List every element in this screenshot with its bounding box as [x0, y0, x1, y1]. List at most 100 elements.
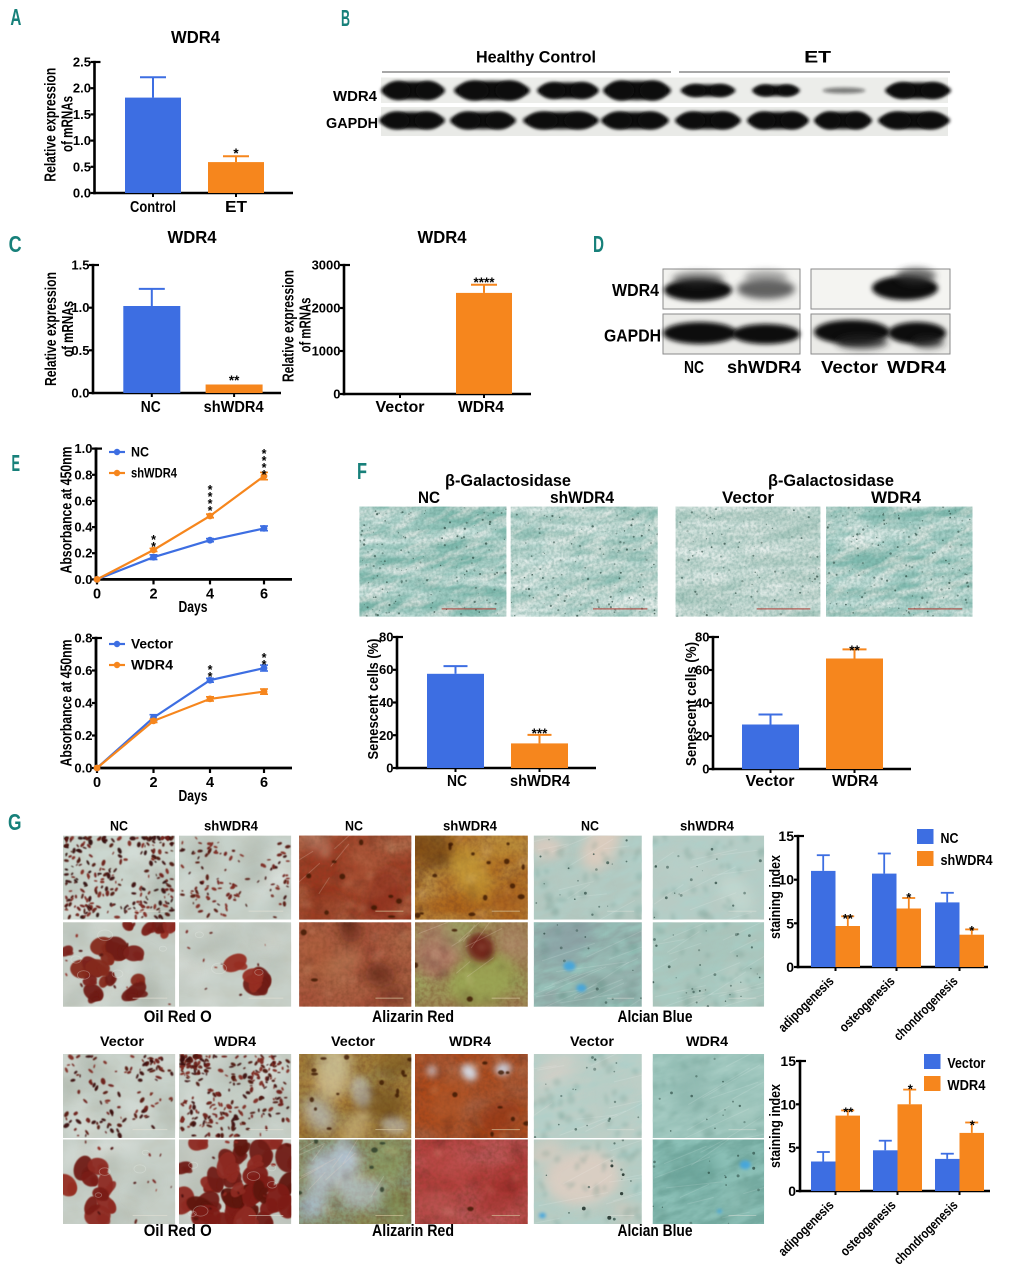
svg-text:WDR4: WDR4 [171, 27, 220, 47]
svg-text:Absorbance at 450nm: Absorbance at 450nm [59, 447, 76, 574]
svg-text:0.0: 0.0 [73, 186, 91, 201]
svg-text:0: 0 [333, 387, 340, 402]
svg-text:Relative expression: Relative expression [281, 270, 298, 382]
svg-text:*: * [208, 490, 213, 504]
svg-text:0: 0 [386, 761, 393, 776]
svg-text:0.0: 0.0 [74, 572, 92, 587]
svg-text:shWDR4: shWDR4 [727, 357, 801, 377]
svg-text:40: 40 [695, 696, 709, 711]
svg-text:80: 80 [695, 630, 709, 645]
svg-text:Days: Days [179, 788, 208, 805]
svg-text:staining index: staining index [768, 1084, 784, 1168]
svg-text:2.5: 2.5 [73, 55, 91, 70]
svg-text:**: ** [849, 643, 860, 658]
svg-text:Days: Days [179, 599, 208, 616]
svg-text:40: 40 [379, 695, 393, 710]
svg-text:NC: NC [110, 818, 128, 833]
svg-text:0.4: 0.4 [74, 696, 93, 711]
svg-text:WDR4: WDR4 [131, 658, 174, 673]
svg-text:*: * [262, 658, 267, 672]
svg-text:osteogenesis: osteogenesis [836, 974, 898, 1036]
svg-text:*: * [969, 923, 975, 938]
svg-text:G: G [8, 809, 22, 835]
svg-text:80: 80 [379, 630, 393, 645]
svg-text:shWDR4: shWDR4 [204, 399, 264, 416]
svg-text:0: 0 [93, 586, 101, 602]
svg-text:Alcian Blue: Alcian Blue [618, 1222, 693, 1240]
svg-text:shWDR4: shWDR4 [550, 489, 615, 507]
svg-text:60: 60 [379, 662, 393, 677]
svg-text:Vector: Vector [100, 1034, 145, 1049]
svg-text:GAPDH: GAPDH [326, 116, 378, 132]
svg-text:shWDR4: shWDR4 [510, 773, 570, 790]
svg-text:WDR4: WDR4 [333, 89, 377, 105]
svg-text:WDR4: WDR4 [612, 280, 659, 300]
svg-text:0.5: 0.5 [71, 343, 89, 358]
svg-text:WDR4: WDR4 [418, 227, 467, 247]
svg-text:15: 15 [780, 1053, 796, 1069]
svg-text:0.0: 0.0 [74, 761, 92, 776]
svg-text:adipogenesis: adipogenesis [775, 974, 837, 1036]
svg-text:60: 60 [695, 663, 709, 678]
svg-text:NC: NC [447, 773, 467, 790]
svg-text:staining index: staining index [768, 855, 784, 939]
svg-text:2000: 2000 [312, 301, 341, 316]
svg-text:Vector: Vector [746, 773, 795, 790]
svg-text:*: * [208, 504, 213, 518]
svg-text:WDR4: WDR4 [168, 227, 217, 247]
svg-text:NC: NC [941, 831, 959, 847]
svg-text:Vector: Vector [131, 637, 174, 652]
svg-text:of mRNAs: of mRNAs [298, 298, 315, 353]
svg-text:*: * [208, 670, 213, 684]
svg-text:Vector: Vector [570, 1034, 615, 1049]
svg-text:Alcian Blue: Alcian Blue [618, 1008, 693, 1026]
svg-text:Absorbance at 450nm: Absorbance at 450nm [59, 640, 76, 767]
svg-text:chondrogenesis: chondrogenesis [891, 1198, 961, 1268]
svg-text:*: * [262, 447, 267, 461]
svg-text:0: 0 [788, 1183, 796, 1199]
svg-text:0.4: 0.4 [74, 520, 93, 535]
svg-text:1.0: 1.0 [71, 300, 89, 315]
svg-text:NC: NC [684, 357, 704, 377]
svg-text:osteogenesis: osteogenesis [837, 1198, 899, 1260]
svg-text:WDR4: WDR4 [214, 1034, 257, 1049]
svg-text:WDR4: WDR4 [449, 1034, 492, 1049]
svg-text:C: C [9, 231, 22, 257]
svg-text:*: * [208, 497, 213, 511]
svg-text:1000: 1000 [312, 344, 341, 359]
svg-text:Vector: Vector [376, 399, 425, 416]
svg-text:adipogenesis: adipogenesis [775, 1198, 837, 1260]
svg-text:Alizarin Red: Alizarin Red [372, 1008, 454, 1026]
svg-text:Senescent cells (%): Senescent cells (%) [365, 638, 382, 759]
svg-text:2.0: 2.0 [73, 81, 91, 96]
svg-text:shWDR4: shWDR4 [204, 818, 258, 833]
svg-text:0: 0 [702, 762, 709, 777]
svg-text:0.6: 0.6 [74, 493, 92, 508]
svg-text:*: * [208, 483, 213, 497]
svg-text:A: A [10, 4, 21, 30]
svg-text:of mRNAs: of mRNAs [60, 96, 77, 152]
svg-text:****: **** [473, 275, 495, 290]
svg-text:GAPDH: GAPDH [604, 326, 661, 346]
svg-text:Alizarin Red: Alizarin Red [372, 1222, 454, 1240]
svg-text:10: 10 [778, 872, 794, 888]
svg-text:*: * [970, 1118, 976, 1133]
svg-text:*: * [262, 461, 267, 475]
svg-text:Oil Red O: Oil Red O [144, 1008, 212, 1026]
svg-text:20: 20 [695, 729, 709, 744]
svg-text:WDR4: WDR4 [887, 357, 946, 377]
svg-text:0.8: 0.8 [74, 631, 92, 646]
svg-text:2: 2 [149, 586, 157, 602]
svg-text:Control: Control [130, 199, 176, 216]
svg-text:10: 10 [780, 1096, 796, 1112]
svg-text:1.0: 1.0 [74, 441, 92, 456]
svg-text:ET: ET [225, 199, 248, 216]
svg-text:*: * [906, 890, 912, 905]
svg-text:WDR4: WDR4 [686, 1034, 729, 1049]
svg-text:0.2: 0.2 [74, 546, 92, 561]
svg-text:*: * [262, 454, 267, 468]
svg-text:NC: NC [131, 445, 149, 460]
svg-text:0.8: 0.8 [74, 467, 92, 482]
svg-text:4: 4 [206, 586, 214, 602]
svg-text:6: 6 [260, 775, 268, 791]
